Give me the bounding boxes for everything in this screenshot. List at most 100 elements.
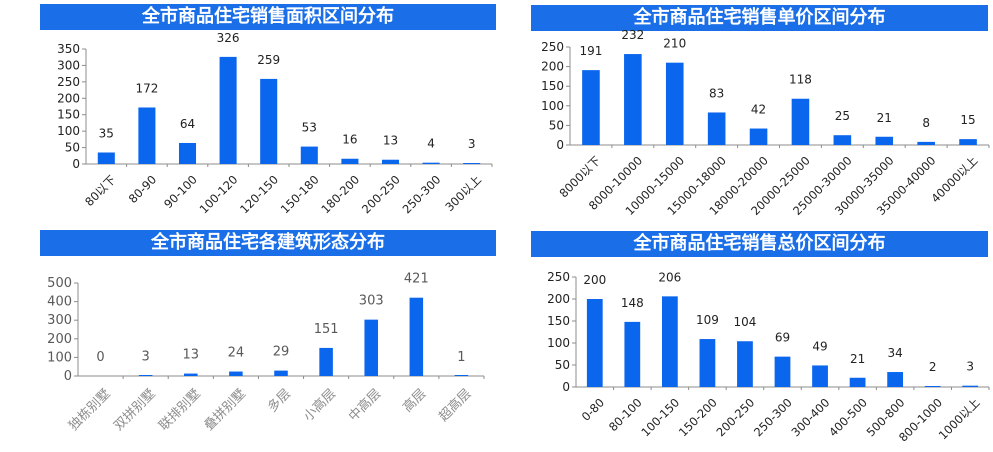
chart-title: 全市商品住宅销售总价区间分布 [531,231,988,257]
data-label: 3 [966,360,974,374]
bar [422,162,440,164]
x-tick-label: 双拼别墅 [111,386,158,433]
chart-title: 全市商品住宅各建筑形态分布 [40,230,496,256]
bar [219,56,237,165]
bar [917,141,935,145]
data-label: 259 [257,53,280,67]
y-tick-label: 50 [65,141,80,155]
y-tick-label: 100 [57,124,80,138]
data-label: 200 [583,273,606,287]
x-tick-label: 200-250 [359,172,403,216]
x-tick-label: 200-250 [713,395,757,439]
y-tick-label: 100 [541,99,564,113]
bar [184,373,198,376]
y-tick-label: 0 [562,380,570,394]
y-tick-label: 200 [57,91,80,105]
bar [381,159,400,164]
data-label: 191 [579,44,602,58]
unit-price-distribution-chart: 全市商品住宅销售单价区间分布 0 50 100 150 200 250 191 8000以下 2… [493,0,993,226]
data-label: 8 [922,116,930,130]
bar [875,136,894,145]
x-tick-label: 300-400 [789,395,833,439]
bar [887,372,904,387]
x-tick-label: 400-500 [826,395,870,439]
x-tick-label: 中高层 [345,386,384,425]
bar [454,375,469,376]
y-tick-label: 200 [47,332,72,347]
bar [229,371,243,376]
data-label: 25 [835,109,850,123]
x-tick-label: 多层 [264,386,294,416]
bar [737,341,753,387]
y-tick-label: 100 [47,350,72,365]
bar [582,70,600,145]
bar [409,297,424,376]
area-distribution-chart: 全市商品住宅销售面积区间分布 0 50 100 150 200 250 300 350 35 80… [0,0,496,226]
data-label: 206 [658,270,681,284]
data-label: 49 [812,339,827,353]
y-tick-label: 50 [549,118,564,132]
x-tick-label: 150-200 [676,395,720,439]
bar [849,377,866,387]
y-tick-label: 0 [556,138,564,152]
x-tick-label: 250-300 [751,395,795,439]
bar [959,139,977,145]
data-label: 421 [404,272,429,287]
y-tick-label: 200 [541,60,564,74]
bar [178,142,197,164]
bar [97,152,115,164]
data-label: 210 [663,37,686,51]
y-tick-label: 250 [57,75,80,89]
bar [749,128,768,145]
bar [791,98,810,145]
y-tick-label: 0 [72,157,80,171]
total-price-distribution-chart: 全市商品住宅销售总价区间分布 0 50 100 150 200 250 200 0-80 148… [493,226,993,452]
bar [341,158,359,164]
bar [260,78,278,164]
bar [962,385,979,387]
x-tick-label: 小高层 [300,386,339,425]
y-tick-label: 300 [47,313,72,328]
data-label: 24 [228,346,245,361]
y-tick-label: 200 [547,292,570,306]
chart-title: 全市商品住宅销售单价区间分布 [531,5,988,31]
y-tick-label: 150 [547,314,570,328]
bar [812,365,828,387]
x-tick-label: 高层 [400,386,430,416]
data-label: 16 [342,133,357,147]
bar [319,347,333,376]
x-tick-label: 0-80 [579,395,607,423]
x-tick-label: 100-120 [197,172,241,216]
bar [364,319,378,376]
y-tick-label: 500 [47,276,72,291]
y-tick-label: 250 [547,270,570,284]
data-label: 21 [850,352,865,366]
data-label: 29 [273,345,290,360]
data-label: 13 [383,134,398,148]
bar [665,62,684,145]
x-tick-label: 独栋别墅 [66,386,114,434]
bar [300,146,318,164]
data-label: 303 [359,294,384,309]
data-label: 118 [789,73,812,87]
y-tick-label: 150 [541,79,564,93]
x-tick-label: 90-100 [161,172,200,211]
x-tick-label: 120-150 [237,172,281,216]
data-label: 1 [457,350,465,365]
data-label: 83 [709,86,724,100]
y-tick-label: 400 [47,295,72,310]
data-label: 53 [302,121,317,135]
data-label: 15 [960,113,975,127]
y-tick-label: 0 [64,369,72,384]
bar [924,386,941,387]
x-tick-label: 超高层 [436,386,475,425]
data-label: 64 [180,117,195,131]
building-type-distribution-plot: 0 100 200 300 400 500 0 独栋别墅 3 双拼别墅 13 联排别墅 24 叠拼别墅 29… [47,272,485,434]
bar [138,107,156,164]
data-label: 2 [929,360,937,374]
bar [586,299,603,387]
bar [833,135,852,145]
area-distribution-plot: 0 50 100 150 200 250 300 350 35 80以下 172 80-90 64 90-… [57,31,493,216]
